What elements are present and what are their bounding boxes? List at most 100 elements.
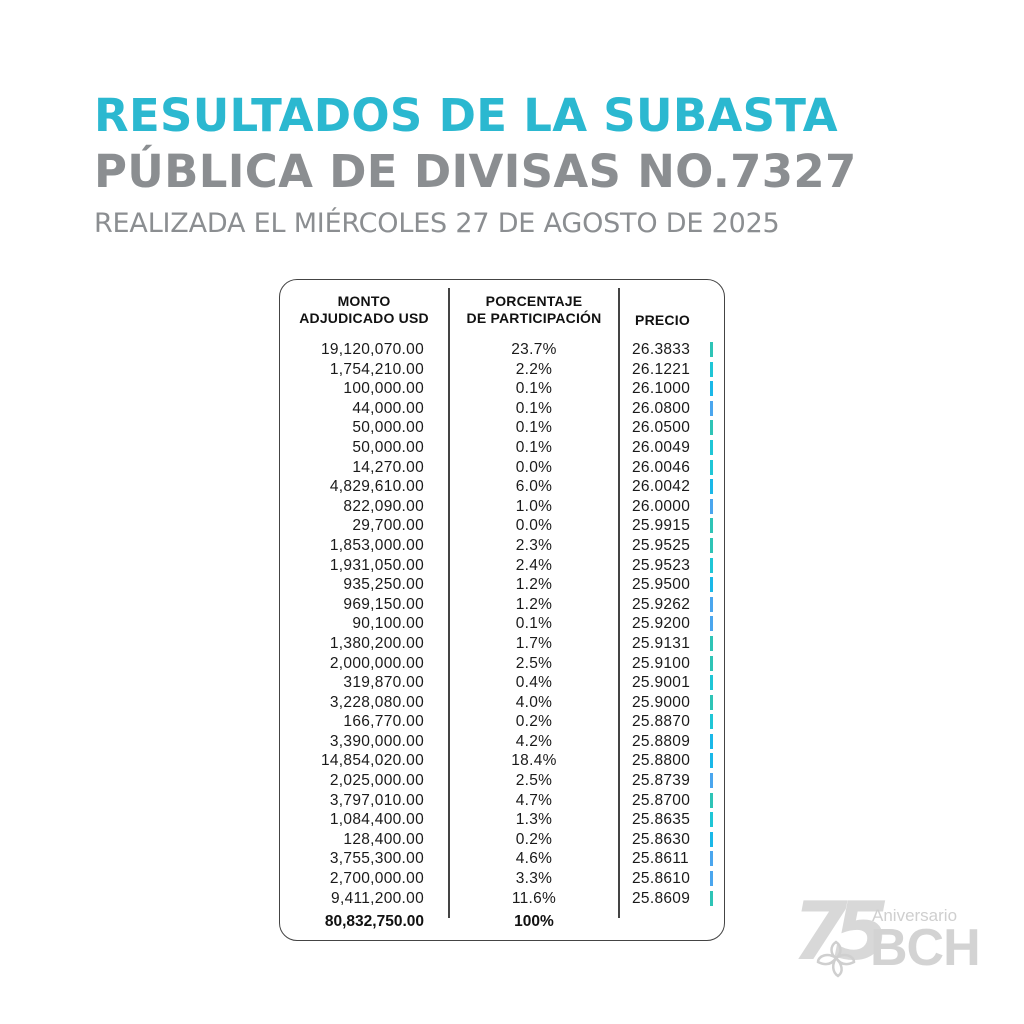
accent-bar — [710, 498, 713, 514]
accent-bar — [710, 596, 713, 612]
accent-bar — [710, 537, 713, 553]
percent-cell: 1.0% — [515, 497, 553, 515]
table-row: 319,870.00 0.4% 25.9001 — [280, 673, 726, 693]
price-cell: 25.8809 — [632, 732, 691, 750]
price-cell: 25.9131 — [632, 634, 691, 652]
percent-cell: 4.0% — [515, 693, 553, 711]
percent-cell: 0.1% — [515, 438, 553, 456]
percent-cell: 18.4% — [511, 752, 557, 770]
column-header-percent: PORCENTAJE DE PARTICIPACIÓN — [450, 293, 618, 327]
accent-bar — [710, 694, 713, 710]
accent-bar — [710, 479, 713, 495]
table-row: 1,084,400.00 1.3% 25.8635 — [280, 810, 726, 830]
accent-bar — [710, 518, 713, 534]
price-cell: 26.3833 — [632, 341, 691, 358]
accent-bar — [710, 361, 713, 377]
accent-bar — [710, 381, 713, 397]
percent-cell: 6.0% — [515, 478, 553, 496]
price-cell: 26.0500 — [632, 419, 691, 437]
percent-cell: 0.2% — [515, 830, 553, 848]
price-cell: 25.9262 — [632, 595, 691, 613]
total-percent: 100% — [514, 913, 554, 930]
percent-cell: 2.3% — [515, 536, 553, 554]
price-cell: 25.8739 — [632, 772, 691, 790]
accent-bar — [710, 812, 713, 828]
title-line-2: PÚBLICA DE DIVISAS NO.7327 — [94, 145, 857, 198]
logo-aniversario-label: Aniversario — [872, 906, 958, 925]
accent-bar — [710, 459, 713, 475]
logo-number: 75 — [792, 885, 889, 978]
price-cell: 25.8800 — [632, 752, 691, 770]
table-total-row: 80,832,750.00 100% — [280, 912, 726, 932]
accent-bar — [710, 420, 713, 436]
percent-cell: 1.7% — [515, 634, 553, 652]
percent-cell: 2.5% — [515, 654, 553, 672]
amount-cell: 1,754,210.00 — [329, 360, 424, 378]
table-row: 1,380,200.00 1.7% 25.9131 — [280, 634, 726, 654]
flower-icon — [816, 940, 856, 978]
accent-bar — [710, 400, 713, 416]
amount-cell: 19,120,070.00 — [320, 341, 424, 358]
table-row: 1,931,050.00 2.4% 25.9523 — [280, 556, 726, 576]
amount-cell: 319,870.00 — [343, 674, 424, 692]
accent-bar — [710, 871, 713, 887]
amount-cell: 1,380,200.00 — [329, 634, 424, 652]
price-cell: 25.8635 — [632, 811, 691, 829]
accent-bar — [710, 675, 713, 691]
accent-bar — [710, 792, 713, 808]
accent-bar — [710, 714, 713, 730]
amount-cell: 2,700,000.00 — [329, 870, 424, 888]
percent-cell: 2.5% — [515, 772, 553, 790]
price-cell: 25.8630 — [632, 830, 691, 848]
percent-cell: 0.2% — [515, 713, 553, 731]
amount-cell: 2,025,000.00 — [329, 772, 424, 790]
amount-cell: 100,000.00 — [343, 380, 424, 398]
amount-cell: 14,270.00 — [352, 458, 424, 476]
percent-cell: 4.2% — [515, 732, 553, 750]
price-cell: 25.9523 — [632, 556, 691, 574]
accent-bar — [710, 439, 713, 455]
price-cell: 26.1221 — [632, 360, 691, 378]
table-body: 19,120,070.00 23.7% 26.3833 1,754,210.00 2.2… — [280, 340, 726, 908]
price-cell: 26.1000 — [632, 380, 691, 398]
table-row: 14,270.00 0.0% 26.0046 — [280, 458, 726, 478]
column-header-percent-line1: PORCENTAJE — [485, 293, 583, 309]
logo-bch-label: BCH — [870, 919, 981, 977]
percent-cell: 0.0% — [515, 458, 553, 476]
price-cell: 25.8700 — [632, 791, 691, 809]
amount-cell: 3,797,010.00 — [329, 791, 424, 809]
amount-cell: 50,000.00 — [352, 419, 424, 437]
price-cell: 25.8870 — [632, 713, 691, 731]
price-cell: 25.9500 — [632, 576, 691, 594]
table-row: 100,000.00 0.1% 26.1000 — [280, 379, 726, 399]
percent-cell: 4.6% — [515, 850, 553, 868]
table-row: 128,400.00 0.2% 25.8630 — [280, 830, 726, 850]
percent-cell: 0.0% — [515, 517, 553, 535]
percent-cell: 4.7% — [515, 791, 553, 809]
accent-bar — [710, 831, 713, 847]
table-row: 2,000,000.00 2.5% 25.9100 — [280, 654, 726, 674]
price-cell: 25.9525 — [632, 536, 691, 554]
table-row: 3,390,000.00 4.2% 25.8809 — [280, 732, 726, 752]
column-header-amount-line1: MONTO — [337, 293, 391, 309]
table-row: 935,250.00 1.2% 25.9500 — [280, 575, 726, 595]
price-cell: 25.9001 — [632, 674, 691, 692]
column-divider — [618, 288, 620, 918]
amount-cell: 3,228,080.00 — [329, 693, 424, 711]
amount-cell: 29,700.00 — [352, 517, 424, 535]
accent-bar — [710, 851, 713, 867]
table-row: 1,853,000.00 2.3% 25.9525 — [280, 536, 726, 556]
amount-cell: 3,755,300.00 — [329, 850, 424, 868]
price-cell: 26.0046 — [632, 458, 691, 476]
table-row: 822,090.00 1.0% 26.0000 — [280, 497, 726, 517]
amount-cell: 822,090.00 — [343, 497, 424, 515]
price-cell: 26.0000 — [632, 497, 691, 515]
percent-cell: 1.3% — [515, 811, 553, 829]
price-cell: 25.8609 — [632, 889, 691, 907]
price-cell: 25.9200 — [632, 615, 691, 633]
title-line-1: RESULTADOS DE LA SUBASTA — [94, 89, 838, 142]
price-cell: 26.0049 — [632, 438, 691, 456]
amount-cell: 1,931,050.00 — [329, 556, 424, 574]
subtitle-date: REALIZADA EL MIÉRCOLES 27 DE AGOSTO DE 2… — [94, 208, 780, 239]
amount-cell: 44,000.00 — [352, 399, 424, 417]
